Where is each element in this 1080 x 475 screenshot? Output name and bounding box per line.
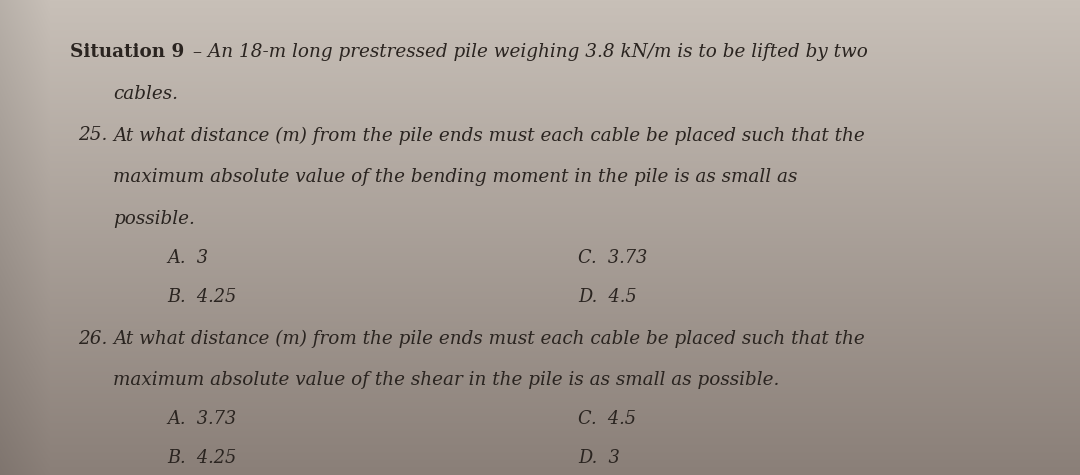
Text: maximum absolute value of the bending moment in the pile is as small as: maximum absolute value of the bending mo…	[113, 168, 798, 186]
Text: D.  3: D. 3	[578, 449, 620, 467]
Text: B.  4.25: B. 4.25	[167, 288, 237, 306]
Text: A.  3: A. 3	[167, 249, 208, 267]
Text: cables.: cables.	[113, 85, 178, 103]
Text: C.  4.5: C. 4.5	[578, 410, 636, 428]
Text: D.  4.5: D. 4.5	[578, 288, 636, 306]
Text: maximum absolute value of the shear in the pile is as small as possible.: maximum absolute value of the shear in t…	[113, 371, 780, 389]
Text: – An 18-m long prestressed pile weighing 3.8 kN/m is to be lifted by two: – An 18-m long prestressed pile weighing…	[187, 43, 867, 61]
Text: 25.: 25.	[78, 126, 107, 144]
Text: A.  3.73: A. 3.73	[167, 410, 237, 428]
Text: At what distance (m) from the pile ends must each cable be placed such that the: At what distance (m) from the pile ends …	[113, 126, 865, 144]
Text: possible.: possible.	[113, 210, 195, 228]
Text: 26.: 26.	[78, 330, 107, 348]
Text: B.  4.25: B. 4.25	[167, 449, 237, 467]
Text: C.  3.73: C. 3.73	[578, 249, 647, 267]
Text: Situation 9: Situation 9	[70, 43, 185, 61]
Text: At what distance (m) from the pile ends must each cable be placed such that the: At what distance (m) from the pile ends …	[113, 330, 865, 348]
